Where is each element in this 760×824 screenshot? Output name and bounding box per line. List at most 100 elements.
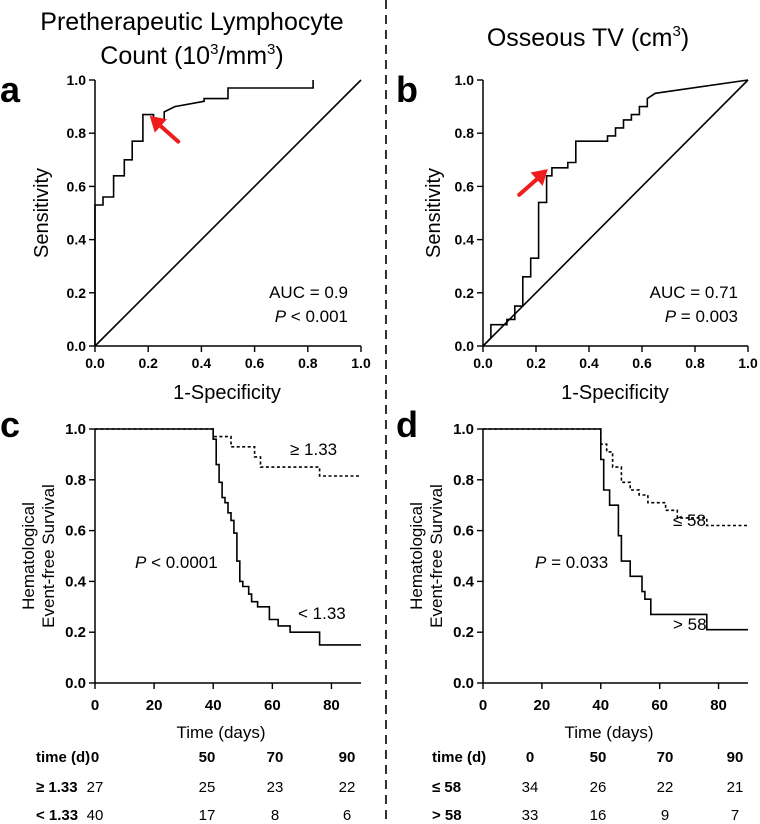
risk-row-label: > 58 xyxy=(432,807,462,824)
risk-header-time: 70 xyxy=(267,749,284,766)
chart-c-xtick-label: 80 xyxy=(323,697,340,714)
risk-cell: 6 xyxy=(343,807,351,824)
risk-table-d: time (d) 0 50 70 90 ≤ 58 34 26 22 21 > 58 33 16 9 7 xyxy=(432,749,743,824)
chart-a-ytick-label: 0.6 xyxy=(67,178,87,194)
roc-a-p-label: P < 0.001 xyxy=(275,307,348,326)
km-d-low-label: ≤ 58 xyxy=(673,511,706,530)
panel-letter-d: d xyxy=(396,404,418,445)
risk-cell: 26 xyxy=(590,779,607,796)
chart-b-series-solid xyxy=(482,79,749,347)
chart-c-ytick-label: 0.8 xyxy=(65,472,86,489)
chart-b-xtick-label: 0.2 xyxy=(526,355,546,371)
panel-letter-b: b xyxy=(396,69,418,110)
risk-cell: 21 xyxy=(727,779,744,796)
roc-chart-a: Sensitivity 1-Specificity AUC = 0.9 P < … xyxy=(31,72,371,404)
chart-b-ytick-label: 0.2 xyxy=(455,285,475,301)
chart-a-xtick-label: 1.0 xyxy=(351,355,371,371)
roc-b-p-label: P = 0.003 xyxy=(665,307,738,326)
chart-b-cutoff-arrow xyxy=(517,169,548,197)
chart-b-ytick-label: 1.0 xyxy=(455,72,475,88)
panel-a-title-line1: Pretherapeutic Lymphocyte xyxy=(40,8,343,36)
risk-cell: 25 xyxy=(199,779,216,796)
chart-a-xtick-label: 0.8 xyxy=(298,355,318,371)
km-d-ylabel-line1: Hematological xyxy=(407,502,426,610)
panel-b-title: Osseous TV (cm3) xyxy=(487,23,689,52)
chart-c-series-dashed xyxy=(95,428,361,477)
risk-cell: 33 xyxy=(522,807,539,824)
km-chart-c: Hematological Event-free Survival Time (… xyxy=(19,421,361,742)
risk-cell: 7 xyxy=(731,807,739,824)
chart-a-xtick-label: 0.6 xyxy=(245,355,265,371)
chart-c-ytick-label: 1.0 xyxy=(65,421,86,438)
chart-a-cutoff-arrow xyxy=(149,115,181,144)
risk-header-label: time (d) xyxy=(432,749,486,766)
chart-d-series-dashed xyxy=(483,428,748,527)
chart-a-ytick-label: 0.4 xyxy=(67,232,87,248)
chart-d-ytick-label: 0.0 xyxy=(453,675,474,692)
km-c-high-label: ≥ 1.33 xyxy=(290,440,337,459)
km-d-high-label: > 58 xyxy=(673,615,707,634)
chart-b-xtick-label: 0.0 xyxy=(473,355,493,371)
km-c-ylabel-line2: Event-free Survival xyxy=(39,484,58,628)
chart-a-xtick-label: 0.2 xyxy=(138,355,158,371)
chart-a-xtick-label: 0.0 xyxy=(85,355,105,371)
chart-c-xtick-label: 40 xyxy=(205,697,222,714)
km-c-xlabel: Time (days) xyxy=(176,723,265,742)
chart-b-series-reference xyxy=(482,79,749,347)
chart-a-ytick-label: 0.0 xyxy=(67,338,87,354)
chart-d-xtick-label: 20 xyxy=(534,697,551,714)
km-c-low-label: < 1.33 xyxy=(298,604,346,623)
risk-header-time: 50 xyxy=(199,749,216,766)
chart-c-ytick-label: 0.0 xyxy=(65,675,86,692)
km-d-ylabel-line2: Event-free Survival xyxy=(427,484,446,628)
km-d-xlabel: Time (days) xyxy=(564,723,653,742)
chart-c-xtick-label: 0 xyxy=(91,697,99,714)
risk-cell: 22 xyxy=(339,779,356,796)
chart-c-ytick-label: 0.6 xyxy=(65,523,86,540)
risk-cell: 22 xyxy=(657,779,674,796)
chart-b-xtick-label: 0.6 xyxy=(632,355,652,371)
risk-header-time: 0 xyxy=(91,749,99,766)
chart-d-ytick-label: 0.8 xyxy=(453,472,474,489)
risk-header-time: 0 xyxy=(526,749,534,766)
chart-c-xtick-label: 60 xyxy=(264,697,281,714)
chart-c-xtick-label: 20 xyxy=(146,697,163,714)
chart-b-ytick-label: 0.4 xyxy=(455,232,475,248)
chart-d-ytick-label: 0.2 xyxy=(453,624,474,641)
chart-d-xtick-label: 80 xyxy=(710,697,727,714)
risk-header-time: 70 xyxy=(657,749,674,766)
roc-a-xlabel: 1-Specificity xyxy=(173,382,281,404)
chart-b-xtick-label: 1.0 xyxy=(738,355,758,371)
chart-a-series-solid xyxy=(94,80,314,346)
risk-cell: 23 xyxy=(267,779,284,796)
risk-header-time: 90 xyxy=(339,749,356,766)
roc-a-auc-label: AUC = 0.9 xyxy=(269,283,348,302)
risk-header-time: 50 xyxy=(590,749,607,766)
risk-cell: 9 xyxy=(661,807,669,824)
risk-cell: 34 xyxy=(522,779,539,796)
chart-b-ytick-label: 0.8 xyxy=(455,125,475,141)
chart-d-xtick-label: 60 xyxy=(651,697,668,714)
chart-c-ytick-label: 0.2 xyxy=(65,624,86,641)
chart-c-ytick-label: 0.4 xyxy=(65,573,87,590)
chart-d-xtick-label: 40 xyxy=(592,697,609,714)
chart-d-series-solid xyxy=(483,428,748,631)
chart-a-xtick-label: 0.4 xyxy=(192,355,212,371)
chart-d-ytick-label: 1.0 xyxy=(453,421,474,438)
chart-b-xtick-label: 0.8 xyxy=(685,355,705,371)
roc-b-ylabel: Sensitivity xyxy=(423,168,445,258)
chart-b-ytick-label: 0.6 xyxy=(455,178,475,194)
panel-letter-a: a xyxy=(0,69,21,110)
risk-row-label: ≥ 1.33 xyxy=(36,779,78,796)
roc-chart-b: Sensitivity 1-Specificity AUC = 0.71 P =… xyxy=(423,72,758,404)
chart-a-series-reference xyxy=(94,79,362,347)
panel-letter-c: c xyxy=(0,404,20,445)
chart-d-ytick-label: 0.4 xyxy=(453,573,475,590)
panel-a-title-line2: Count (103/mm3) xyxy=(100,41,283,70)
chart-c-series-solid xyxy=(95,428,361,646)
km-c-ylabel-line1: Hematological xyxy=(19,502,38,610)
risk-cell: 17 xyxy=(199,807,216,824)
risk-header-time: 90 xyxy=(727,749,744,766)
chart-b-ytick-label: 0.0 xyxy=(455,338,475,354)
